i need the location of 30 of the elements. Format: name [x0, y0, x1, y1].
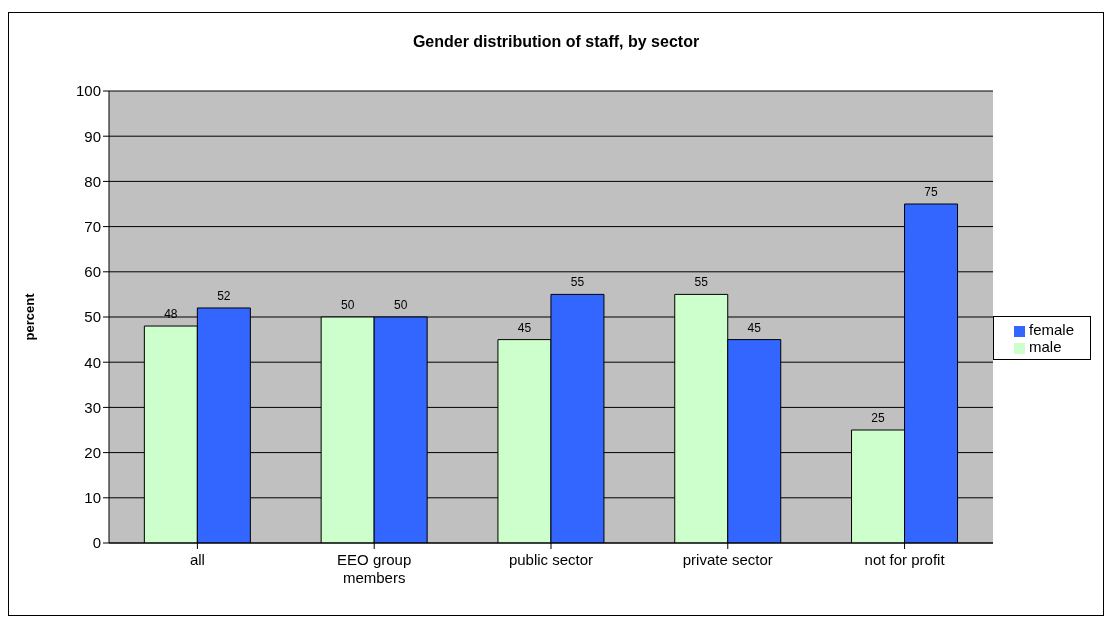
data-label: 52 [217, 288, 231, 303]
y-tick-label: 60 [84, 263, 101, 281]
y-tick-label: 80 [84, 172, 101, 190]
data-label: 55 [694, 275, 709, 290]
data-label: 50 [393, 298, 408, 312]
data-label: 55 [570, 275, 585, 290]
legend-label: male [1028, 338, 1062, 355]
y-tick-label: 70 [84, 217, 101, 235]
x-tick-label: private sector [682, 551, 773, 568]
data-label: 48 [164, 307, 178, 322]
data-label: 45 [747, 320, 762, 335]
y-tick-label: 10 [84, 489, 101, 507]
y-tick-label: 0 [92, 534, 101, 552]
data-label: 25 [871, 411, 886, 425]
y-tick-label: 90 [84, 127, 101, 145]
y-tick-label: 50 [84, 308, 101, 326]
y-tick-label: 100 [75, 82, 101, 100]
data-label: 75 [924, 185, 939, 199]
y-tick-label: 30 [84, 398, 101, 416]
y-tick-label: 20 [84, 443, 101, 461]
x-tick-label: all [189, 551, 205, 568]
data-label: 50 [340, 298, 355, 312]
x-tick-label: not for profit [864, 551, 946, 568]
legend-label: female [1028, 321, 1074, 338]
y-tick-label: 40 [84, 353, 101, 371]
x-tick-label: EEO group members [337, 551, 412, 586]
data-label: 45 [517, 320, 532, 335]
chart-title: Gender distribution of staff, by sector [411, 32, 701, 52]
x-tick-label: public sector [508, 551, 594, 568]
y-axis-title: percent [21, 292, 37, 341]
